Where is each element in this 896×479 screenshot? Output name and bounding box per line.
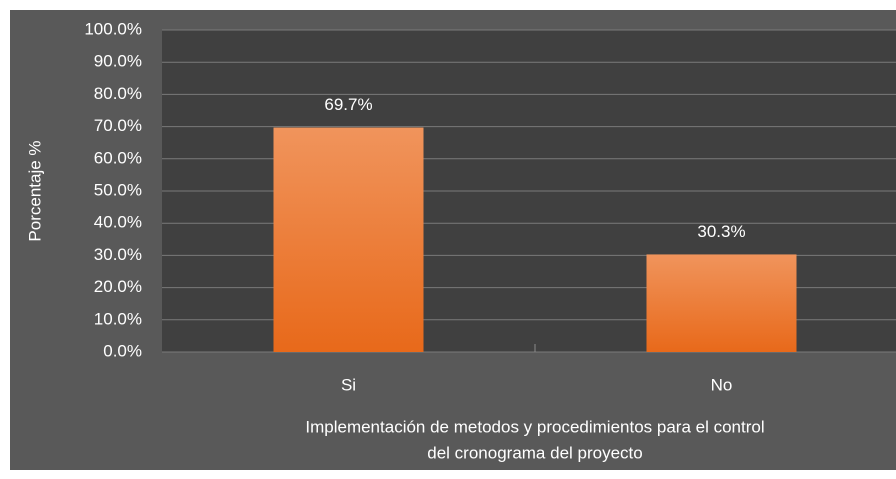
data-label: 30.3% bbox=[697, 222, 745, 241]
y-tick-label: 40.0% bbox=[94, 213, 142, 232]
y-tick-label: 30.0% bbox=[94, 245, 142, 264]
bar bbox=[273, 127, 424, 352]
y-tick-label: 90.0% bbox=[94, 52, 142, 71]
y-tick-label: 20.0% bbox=[94, 277, 142, 296]
x-tick-label: No bbox=[711, 375, 733, 394]
y-axis-title: Porcentaje % bbox=[25, 140, 44, 241]
y-tick-label: 100.0% bbox=[84, 19, 142, 38]
y-tick-label: 80.0% bbox=[94, 84, 142, 103]
x-axis-title: del cronograma del proyecto bbox=[427, 443, 642, 462]
x-tick-label: Si bbox=[341, 375, 356, 394]
y-tick-label: 0.0% bbox=[103, 341, 142, 360]
x-axis-title: Implementación de metodos y procedimient… bbox=[305, 417, 764, 436]
data-label: 69.7% bbox=[324, 95, 372, 114]
y-tick-label: 70.0% bbox=[94, 116, 142, 135]
y-tick-label: 10.0% bbox=[94, 309, 142, 328]
y-tick-label: 60.0% bbox=[94, 148, 142, 167]
y-tick-label: 50.0% bbox=[94, 180, 142, 199]
bar bbox=[646, 254, 797, 352]
